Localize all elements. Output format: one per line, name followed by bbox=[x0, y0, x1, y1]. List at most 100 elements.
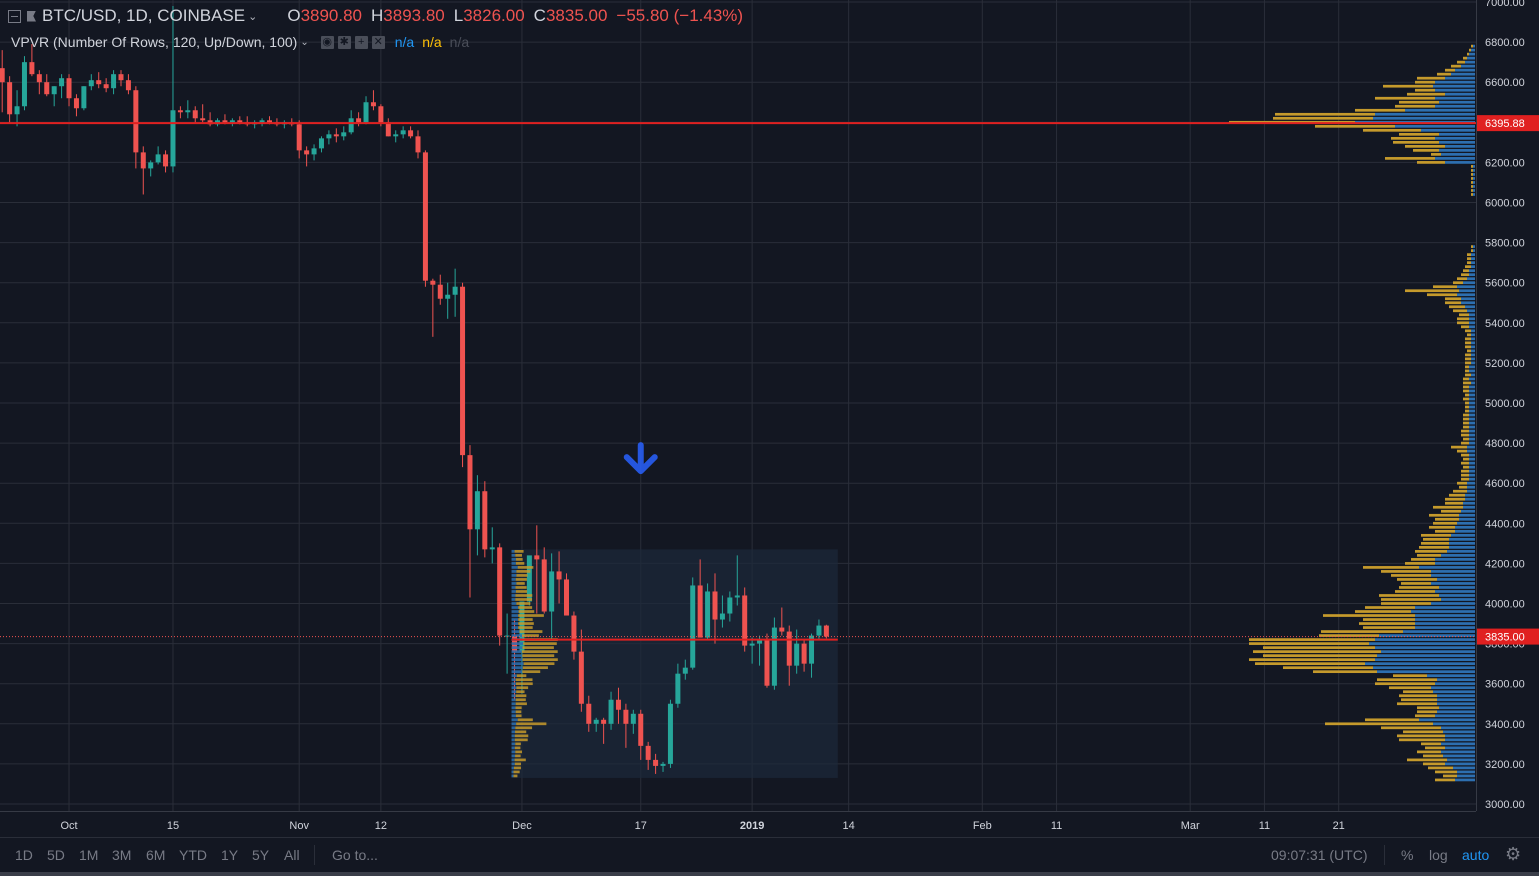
volume-bar-up bbox=[1449, 546, 1475, 549]
volume-bar-down bbox=[1359, 622, 1415, 625]
candle bbox=[497, 543, 503, 646]
range-volume-down bbox=[515, 578, 527, 581]
collapse-icon[interactable] bbox=[8, 9, 21, 23]
candle-body bbox=[460, 286, 466, 456]
range-ytd[interactable]: YTD bbox=[179, 847, 207, 863]
y-tick-label: 5400.00 bbox=[1485, 318, 1525, 330]
high-value: H3893.80 bbox=[371, 6, 445, 25]
volume-bar-down bbox=[1417, 554, 1441, 557]
candle bbox=[363, 96, 369, 125]
volume-bar-down bbox=[1417, 706, 1439, 710]
range-1d[interactable]: 1D bbox=[15, 847, 33, 863]
range-all[interactable]: All bbox=[284, 847, 300, 863]
candle-body bbox=[304, 150, 310, 155]
volume-bar-down bbox=[1443, 774, 1457, 778]
candle-body bbox=[638, 713, 644, 746]
volume-bar-down bbox=[1401, 582, 1431, 585]
candle-body bbox=[645, 745, 651, 760]
candle bbox=[801, 639, 807, 672]
volume-bar-up bbox=[1435, 157, 1475, 160]
indicator-title[interactable]: VPVR (Number Of Rows, 120, Up/Down, 100) bbox=[11, 34, 298, 50]
auto-toggle[interactable]: auto bbox=[1462, 847, 1490, 863]
candle bbox=[571, 611, 577, 660]
candle bbox=[653, 753, 659, 774]
range-1y[interactable]: 1Y bbox=[221, 847, 239, 863]
range-volume-up bbox=[511, 722, 517, 726]
range-volume-up bbox=[511, 630, 520, 633]
volume-bar-up bbox=[1471, 357, 1475, 361]
candle bbox=[667, 699, 673, 768]
log-toggle[interactable]: log bbox=[1429, 847, 1448, 863]
volume-bar-up bbox=[1469, 405, 1475, 409]
volume-bar-down bbox=[1249, 638, 1375, 641]
add-icon[interactable]: + bbox=[354, 35, 368, 49]
eye-icon[interactable]: ◉ bbox=[320, 35, 334, 49]
volume-bar-up bbox=[1465, 493, 1475, 497]
range-volume-down bbox=[515, 714, 522, 718]
range-volume-up bbox=[511, 690, 517, 694]
volume-bar-down bbox=[1465, 373, 1471, 377]
volume-bar-up bbox=[1457, 521, 1475, 525]
candle-body bbox=[749, 643, 755, 646]
range-volume-up bbox=[511, 726, 516, 730]
range-3m[interactable]: 3M bbox=[112, 847, 132, 863]
symbol-title[interactable]: BTC/USD, 1D, COINBASE bbox=[42, 6, 246, 25]
candle-body bbox=[630, 713, 636, 724]
x-tick-label: Dec bbox=[512, 820, 532, 832]
candle-body bbox=[333, 134, 339, 137]
candle-body bbox=[44, 82, 50, 95]
candle bbox=[675, 663, 681, 708]
candle-body bbox=[615, 699, 621, 710]
range-volume-down bbox=[521, 650, 558, 653]
range-volume-up bbox=[511, 642, 524, 645]
volume-bar-up bbox=[1469, 313, 1475, 317]
volume-bar-down bbox=[1365, 606, 1415, 609]
candle-body bbox=[430, 280, 436, 285]
arrow-down-icon bbox=[623, 442, 658, 475]
close-icon[interactable]: ✕ bbox=[371, 35, 385, 49]
gear-icon[interactable]: ⚙ bbox=[1505, 844, 1522, 864]
range-volume-down bbox=[516, 582, 525, 585]
x-tick-label: Mar bbox=[1181, 820, 1200, 832]
volume-bar-up bbox=[1441, 598, 1475, 601]
volume-bar-down bbox=[1461, 453, 1469, 457]
candle bbox=[809, 633, 815, 678]
candle bbox=[311, 144, 317, 161]
range-volume-down bbox=[515, 678, 533, 682]
volume-bar-up bbox=[1365, 662, 1475, 666]
range-volume-up bbox=[511, 606, 519, 609]
range-5y[interactable]: 5Y bbox=[252, 847, 270, 863]
volume-bar-up bbox=[1435, 104, 1475, 108]
volume-bar-up bbox=[1467, 489, 1475, 493]
settings-icon[interactable]: ✱ bbox=[337, 35, 351, 49]
volume-bar-up bbox=[1447, 758, 1475, 762]
range-5d[interactable]: 5D bbox=[47, 847, 65, 863]
range-volume-up bbox=[511, 762, 515, 766]
volume-bar-up bbox=[1463, 505, 1475, 509]
volume-bar-down bbox=[1363, 128, 1421, 132]
chart-canvas[interactable]: 7000.006800.006600.006400.006200.006000.… bbox=[0, 0, 1539, 837]
candle bbox=[467, 445, 473, 598]
range-volume-up bbox=[511, 594, 516, 597]
candle-body bbox=[66, 78, 72, 99]
range-6m[interactable]: 6M bbox=[146, 847, 166, 863]
percent-toggle[interactable]: % bbox=[1401, 847, 1414, 863]
range-1m[interactable]: 1M bbox=[79, 847, 99, 863]
x-tick-label: 15 bbox=[167, 820, 179, 832]
goto-button[interactable]: Go to... bbox=[332, 847, 378, 863]
chevron-down-icon[interactable]: ⌄ bbox=[300, 36, 309, 48]
volume-bar-up bbox=[1441, 153, 1475, 156]
volume-bar-up bbox=[1469, 461, 1475, 465]
candle-body bbox=[653, 759, 659, 766]
volume-bar-up bbox=[1471, 329, 1475, 333]
candle bbox=[304, 146, 310, 167]
chevron-down-icon[interactable]: ⌄ bbox=[248, 10, 258, 23]
volume-bar-down bbox=[1263, 646, 1375, 649]
candle bbox=[21, 56, 27, 111]
volume-bar-up bbox=[1471, 381, 1475, 385]
volume-bar-up bbox=[1463, 281, 1475, 285]
candle bbox=[615, 687, 621, 724]
flag-icon[interactable] bbox=[27, 10, 36, 22]
candle-body bbox=[370, 102, 376, 107]
range-volume-down bbox=[514, 746, 521, 750]
